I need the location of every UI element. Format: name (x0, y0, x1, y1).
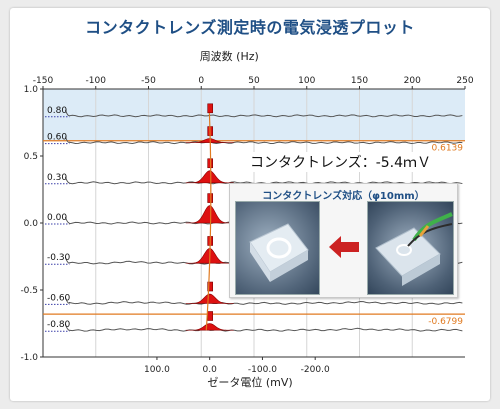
bottom-tick-label: 0.0 (203, 365, 218, 375)
inset-title: コンタクトレンズ対応（φ10mm） (262, 191, 425, 202)
top-tick-label: -100 (86, 76, 107, 86)
parabolic-fit-curve (205, 113, 212, 331)
level-start-hook (64, 257, 70, 264)
level-label: 0.80 (47, 106, 67, 116)
chart-title: コンタクトレンズ測定時の電気浸透プロット (85, 18, 415, 37)
level-start-hook (64, 176, 70, 184)
left-tick-label: -1.0 (20, 353, 38, 363)
level-label: 0.60 (47, 133, 67, 143)
left-tick-label: 0.0 (24, 219, 39, 229)
level-start-hook (64, 109, 70, 117)
level-baseline (68, 114, 463, 118)
bottom-tick-label: -100.0 (248, 365, 277, 375)
level-start-hook (64, 324, 70, 331)
stationary-level-label: 0.6139 (432, 144, 464, 154)
level-baseline (68, 141, 463, 145)
top-axis-label: 周波数 (Hz) (200, 50, 259, 63)
top-tick-label: 0 (198, 76, 204, 86)
level-marker (207, 103, 213, 114)
bottom-axis-label: ゼータ電位 (mV) (207, 375, 292, 389)
bottom-tick-label: 100.0 (144, 365, 170, 375)
level-peak (185, 323, 234, 331)
left-tick-label: 1.0 (24, 85, 39, 95)
top-tick-label: -150 (33, 76, 54, 86)
contact-lens-inset: コンタクトレンズ対応（φ10mm） (229, 183, 458, 298)
top-tick-label: 250 (456, 76, 473, 86)
bottom-tick-label: -200.0 (301, 365, 330, 375)
level-baseline (68, 300, 463, 305)
top-tick-label: -50 (141, 76, 156, 86)
level-baseline (68, 327, 463, 332)
level-label: -0.80 (47, 320, 71, 330)
level-label: -0.30 (47, 253, 71, 263)
level-label: -0.60 (47, 293, 71, 303)
contact-lens-cell-photo (235, 201, 320, 295)
stationary-level-label: -0.6799 (428, 317, 463, 327)
top-tick-label: 50 (248, 76, 260, 86)
level-peak (185, 205, 234, 224)
level-marker (207, 311, 213, 321)
level-marker (207, 281, 213, 292)
top-tick-label: 150 (351, 76, 368, 86)
arrow-left-icon (329, 236, 359, 258)
level-peak (185, 293, 234, 304)
cell-with-tube-photo (367, 201, 454, 295)
zeta-potential-callout: コンタクトレンズ：-5.4ｍＶ (248, 152, 434, 172)
level-label: 0.30 (47, 173, 67, 183)
level-marker (207, 193, 213, 203)
left-tick-label: -0.5 (20, 286, 38, 296)
level-start-hook (64, 136, 70, 144)
level-peak (185, 170, 234, 184)
top-tick-label: 200 (404, 76, 421, 86)
level-label: 0.00 (47, 213, 67, 223)
level-start-hook (64, 297, 70, 304)
left-tick-label: 0.5 (24, 152, 38, 162)
level-start-hook (64, 216, 70, 224)
top-tick-label: 100 (298, 76, 315, 86)
